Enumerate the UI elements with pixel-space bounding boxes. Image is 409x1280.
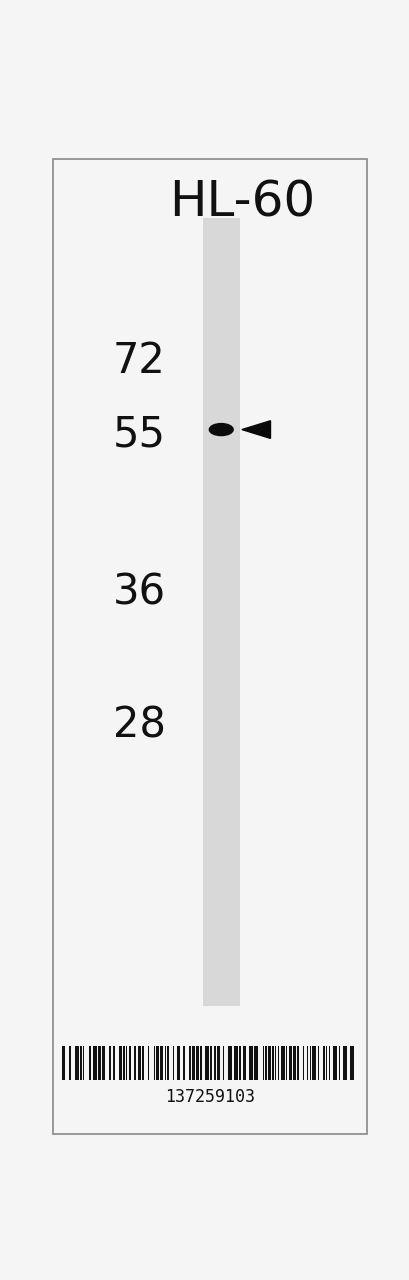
Bar bbox=[306, 1046, 308, 1080]
Bar bbox=[192, 1046, 194, 1080]
Bar bbox=[92, 1046, 97, 1080]
Bar bbox=[119, 1046, 121, 1080]
Bar bbox=[325, 1046, 327, 1080]
Bar bbox=[297, 1046, 298, 1080]
Bar bbox=[204, 1046, 208, 1080]
Bar bbox=[248, 1046, 252, 1080]
Bar bbox=[309, 1046, 310, 1080]
Bar bbox=[209, 1046, 211, 1080]
Text: HL-60: HL-60 bbox=[169, 178, 314, 227]
Bar bbox=[238, 1046, 240, 1080]
Bar bbox=[113, 1046, 115, 1080]
Bar bbox=[349, 1046, 353, 1080]
Bar bbox=[288, 1046, 291, 1080]
Bar bbox=[243, 1046, 245, 1080]
Bar bbox=[74, 1046, 79, 1080]
Bar bbox=[214, 1046, 215, 1080]
Bar bbox=[126, 1046, 127, 1080]
Bar bbox=[338, 1046, 339, 1080]
Bar bbox=[128, 1046, 131, 1080]
Bar bbox=[189, 1046, 190, 1080]
Bar bbox=[177, 1046, 179, 1080]
Bar bbox=[148, 1046, 149, 1080]
Bar bbox=[274, 1046, 276, 1080]
Bar bbox=[123, 1046, 124, 1080]
Bar bbox=[182, 1046, 185, 1080]
Bar bbox=[164, 1046, 166, 1080]
Bar bbox=[323, 1046, 324, 1080]
Text: 36: 36 bbox=[112, 571, 165, 613]
Ellipse shape bbox=[209, 424, 233, 435]
Bar bbox=[272, 1046, 273, 1080]
Bar bbox=[328, 1046, 330, 1080]
Polygon shape bbox=[241, 421, 270, 439]
Bar bbox=[285, 1046, 287, 1080]
Bar bbox=[173, 1046, 174, 1080]
Bar bbox=[134, 1046, 135, 1080]
Bar bbox=[98, 1046, 101, 1080]
Bar bbox=[262, 1046, 263, 1080]
Text: 28: 28 bbox=[112, 704, 165, 746]
Text: 137259103: 137259103 bbox=[165, 1088, 254, 1106]
Bar bbox=[69, 1046, 70, 1080]
Text: 55: 55 bbox=[112, 413, 165, 456]
Bar bbox=[109, 1046, 110, 1080]
Bar bbox=[200, 1046, 201, 1080]
Bar bbox=[202, 218, 239, 1006]
Bar bbox=[160, 1046, 163, 1080]
Bar bbox=[156, 1046, 159, 1080]
Bar bbox=[153, 1046, 155, 1080]
Bar bbox=[317, 1046, 319, 1080]
Bar bbox=[233, 1046, 237, 1080]
Bar bbox=[227, 1046, 231, 1080]
Bar bbox=[80, 1046, 81, 1080]
Bar bbox=[332, 1046, 336, 1080]
Bar bbox=[265, 1046, 266, 1080]
Bar bbox=[216, 1046, 219, 1080]
Bar bbox=[62, 1046, 65, 1080]
Bar bbox=[292, 1046, 295, 1080]
Bar bbox=[277, 1046, 279, 1080]
Bar bbox=[342, 1046, 346, 1080]
Bar bbox=[254, 1046, 258, 1080]
Bar bbox=[142, 1046, 144, 1080]
Bar bbox=[196, 1046, 199, 1080]
Bar bbox=[167, 1046, 168, 1080]
Bar bbox=[138, 1046, 141, 1080]
Bar bbox=[312, 1046, 316, 1080]
Bar bbox=[83, 1046, 84, 1080]
Bar bbox=[280, 1046, 284, 1080]
Bar bbox=[102, 1046, 105, 1080]
Bar bbox=[302, 1046, 303, 1080]
Bar bbox=[88, 1046, 91, 1080]
Text: 72: 72 bbox=[112, 339, 165, 381]
Bar bbox=[222, 1046, 223, 1080]
Bar bbox=[267, 1046, 270, 1080]
